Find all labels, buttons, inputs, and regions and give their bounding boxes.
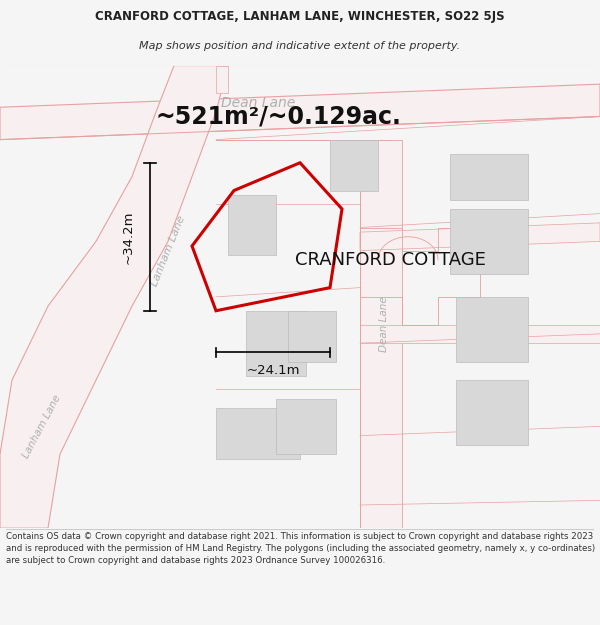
Polygon shape — [216, 66, 228, 93]
Text: ~24.1m: ~24.1m — [246, 364, 300, 377]
Polygon shape — [360, 139, 402, 528]
Polygon shape — [228, 195, 276, 255]
Polygon shape — [288, 311, 336, 362]
Polygon shape — [450, 209, 528, 274]
Polygon shape — [360, 223, 600, 251]
Polygon shape — [456, 297, 528, 362]
Polygon shape — [360, 324, 600, 343]
Text: CRANFORD COTTAGE: CRANFORD COTTAGE — [295, 251, 485, 269]
Text: Dean Lane: Dean Lane — [379, 297, 389, 352]
Polygon shape — [0, 66, 228, 528]
Polygon shape — [276, 399, 336, 454]
Text: Lanham Lane: Lanham Lane — [21, 393, 63, 460]
Text: ~521m²/~0.129ac.: ~521m²/~0.129ac. — [156, 104, 402, 129]
Text: Lanham Lane: Lanham Lane — [149, 214, 187, 288]
Polygon shape — [450, 154, 528, 200]
Text: ~34.2m: ~34.2m — [122, 210, 135, 264]
Text: CRANFORD COTTAGE, LANHAM LANE, WINCHESTER, SO22 5JS: CRANFORD COTTAGE, LANHAM LANE, WINCHESTE… — [95, 10, 505, 23]
Text: Dean Lane: Dean Lane — [221, 96, 295, 109]
Polygon shape — [0, 84, 600, 139]
Polygon shape — [456, 380, 528, 445]
Polygon shape — [330, 139, 378, 191]
Polygon shape — [216, 408, 300, 459]
Polygon shape — [246, 311, 306, 376]
Text: Map shows position and indicative extent of the property.: Map shows position and indicative extent… — [139, 41, 461, 51]
Text: Contains OS data © Crown copyright and database right 2021. This information is : Contains OS data © Crown copyright and d… — [6, 532, 595, 565]
